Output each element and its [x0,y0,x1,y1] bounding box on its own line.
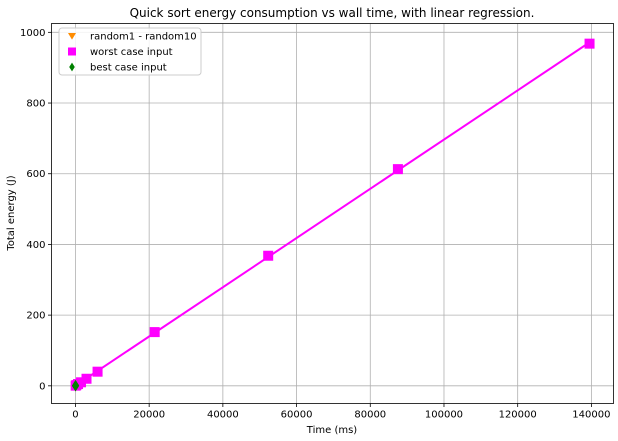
x-tick-label: 120000 [499,410,537,421]
chart-title: Quick sort energy consumption vs wall ti… [130,6,535,20]
x-tick-label: 80000 [354,410,386,421]
regression-line-series-1 [75,41,591,387]
data-point-series-1 [149,327,160,338]
data-points [70,38,595,392]
y-tick-label: 0 [39,381,45,392]
legend-marker-series-2 [69,62,75,72]
x-axis-ticks: 0 20000 40000 60000 80000 100000 120000 140000 [72,403,610,421]
y-axis-label: Total energy (J) [6,175,17,251]
x-tick-label: 40000 [207,410,239,421]
legend-label-series-1: worst case input [90,47,173,58]
plot-frame [51,23,614,404]
y-tick-label: 600 [26,169,45,180]
y-tick-label: 800 [26,99,45,110]
y-tick-label: 1000 [20,28,45,39]
x-tick-label: 20000 [133,410,165,421]
x-tick-label: 140000 [572,410,610,421]
legend-box [58,27,202,76]
legend-label-series-2: best case input [90,63,167,74]
data-point-series-1 [392,164,403,175]
data-point-series-1 [92,366,103,377]
legend-marker-series-0 [68,33,76,40]
data-point-series-1 [81,373,92,384]
legend-label-series-0: random1 - random10 [90,32,197,43]
legend: random1 - random10 worst case input best c… [58,27,202,76]
x-tick-label: 60000 [281,410,313,421]
data-point-series-1 [584,38,595,49]
y-tick-label: 400 [26,240,45,251]
data-point-series-2 [72,380,80,392]
x-axis-label: Time (ms) [306,425,358,436]
x-tick-label: 100000 [425,410,463,421]
legend-marker-series-1 [68,47,76,56]
y-axis-ticks: 0 200 400 600 800 1000 [20,28,52,392]
data-point-series-1 [263,250,274,261]
data-point-series-1 [75,377,86,388]
y-tick-label: 200 [26,311,45,322]
x-tick-label: 0 [72,410,78,421]
grid [51,23,614,404]
